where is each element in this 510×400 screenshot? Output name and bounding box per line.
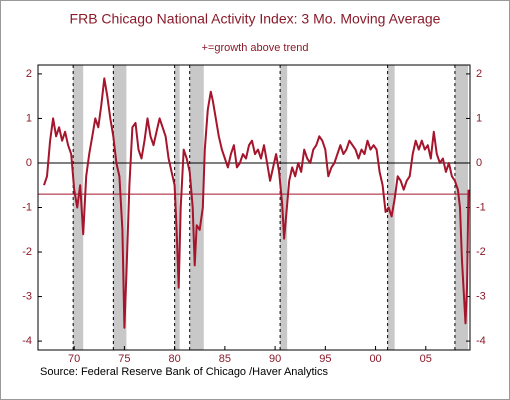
x-tick-label: 75 <box>118 353 130 365</box>
recession-band <box>174 65 180 350</box>
y2-tick-label: 1 <box>476 112 482 124</box>
y-tick-label: -2 <box>22 246 32 258</box>
recession-band <box>280 65 288 350</box>
x-tick-label: 00 <box>369 353 381 365</box>
y2-tick-label: -2 <box>476 246 486 258</box>
x-tick-label: 05 <box>420 353 432 365</box>
y2-tick-label: -4 <box>476 335 486 347</box>
x-tick-label: 95 <box>319 353 331 365</box>
y-tick-label: -3 <box>22 290 32 302</box>
recession-band <box>189 65 204 350</box>
y-tick-label: 1 <box>26 112 32 124</box>
x-tick-label: 80 <box>169 353 181 365</box>
y-tick-label: 0 <box>26 157 32 169</box>
recession-band <box>387 65 395 350</box>
y-tick-label: -4 <box>22 335 32 347</box>
y2-tick-label: 2 <box>476 68 482 80</box>
chart-title: FRB Chicago National Activity Index: 3 M… <box>70 11 441 27</box>
x-tick-label: 85 <box>219 353 231 365</box>
x-tick-label: 90 <box>269 353 281 365</box>
source: Source: Federal Reserve Bank of Chicago … <box>40 366 328 378</box>
series-line <box>43 77 470 329</box>
x-tick-label: 70 <box>68 353 80 365</box>
recession-band <box>454 65 468 350</box>
y2-tick-label: 0 <box>476 157 482 169</box>
y-tick-label: 2 <box>26 68 32 80</box>
y-tick-label: -1 <box>22 201 32 213</box>
y2-tick-label: -3 <box>476 290 486 302</box>
y2-tick-label: -1 <box>476 201 486 213</box>
chart-subtitle: +=growth above trend <box>201 42 308 54</box>
